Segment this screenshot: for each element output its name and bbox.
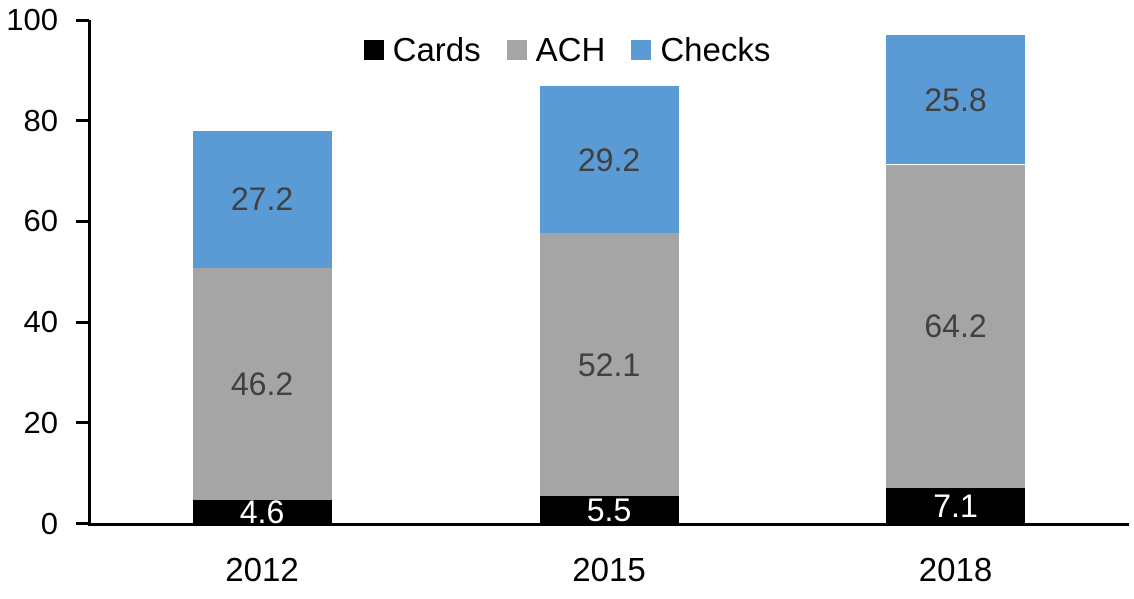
bar-2015-ach-segment: 52.1: [539, 233, 679, 496]
y-axis-tick-40: [76, 320, 89, 324]
y-axis-tick-100: [76, 18, 89, 22]
y-axis-tick-label-60: 60: [23, 203, 58, 239]
bar-data-label-2018-ach: 64.2: [924, 308, 987, 345]
y-axis-tick-label-0: 0: [40, 505, 58, 541]
bar-2012-cards-segment: 4.6: [192, 496, 332, 528]
legend-item-checks: Checks: [631, 33, 770, 66]
bar-2015-cards-segment: 5.5: [539, 491, 679, 528]
legend-marker-cards-icon: [363, 39, 384, 60]
y-axis-tick-20: [76, 421, 89, 425]
y-axis-tick-label-40: 40: [23, 304, 58, 340]
x-axis-category-label-2018: 2018: [918, 551, 993, 588]
bar-2018-ach-segment: 64.2: [886, 164, 1025, 488]
bar-2018-checks-segment: 25.8: [886, 34, 1025, 165]
bar-data-label-2015-checks: 29.2: [577, 141, 641, 178]
y-axis-tick-60: [76, 219, 89, 223]
bar-data-label-2015-cards: 5.5: [586, 491, 632, 528]
x-axis-category-label-2012: 2012: [225, 551, 299, 588]
legend-item-ach: ACH: [506, 31, 606, 68]
chart-legend: Cards ACH Checks: [0, 33, 1134, 66]
x-axis-category-label-2015: 2015: [572, 551, 646, 588]
y-axis-tick-label-20: 20: [23, 404, 58, 440]
bar-data-label-2012-cards: 4.6: [239, 493, 285, 530]
bar-data-label-2012-ach: 46.2: [230, 366, 294, 403]
bar-2012-ach-segment: 46.2: [192, 267, 332, 501]
y-axis-tick-label-80: 80: [23, 102, 58, 138]
legend-item-cards: Cards: [363, 31, 481, 68]
y-axis-tick-80: [76, 119, 89, 123]
bar-2015-checks-segment: 29.2: [539, 86, 679, 234]
y-axis-tick-label-100: 100: [6, 2, 58, 37]
legend-label-cards: Cards: [392, 31, 481, 68]
legend-marker-checks-icon: [631, 39, 652, 60]
x-axis-line: [88, 523, 1129, 526]
bar-2012-checks-segment: 27.2: [192, 130, 332, 268]
bar-data-label-2018-cards: 7.1: [933, 487, 978, 524]
y-axis-line: [88, 20, 91, 526]
bar-data-label-2012-checks: 27.2: [230, 181, 294, 218]
legend-label-ach: ACH: [535, 31, 606, 68]
y-axis-tick-0: [76, 522, 89, 525]
bar-data-label-2015-ach: 52.1: [577, 346, 641, 383]
legend-label-checks: Checks: [660, 31, 771, 68]
legend-marker-ach-icon: [506, 39, 527, 60]
bar-2018-cards-segment: 7.1: [886, 487, 1025, 524]
bar-data-label-2018-checks: 25.8: [924, 81, 987, 118]
